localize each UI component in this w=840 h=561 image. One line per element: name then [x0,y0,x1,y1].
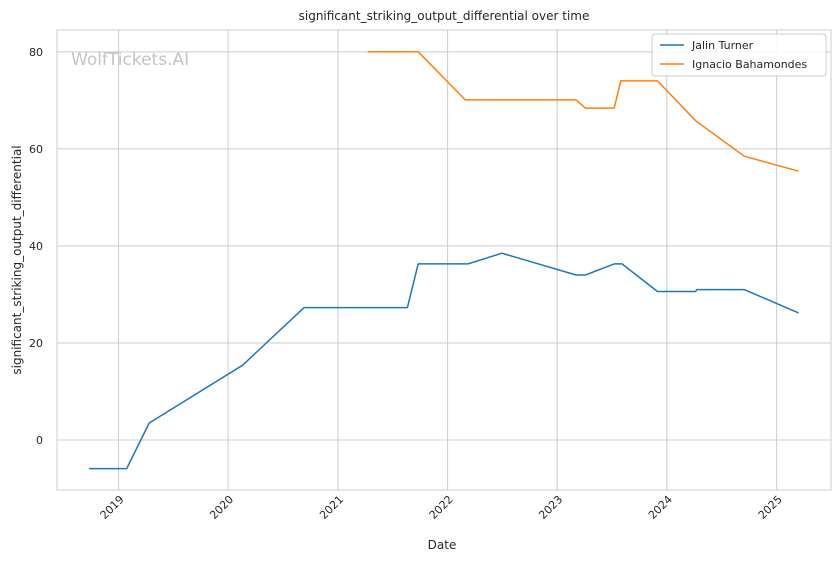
y-axis: 0 20 40 60 80 [29,46,43,447]
series-layer [89,51,799,470]
series-line-ignacio-bahamondes [367,51,799,172]
plot-frame [56,29,832,491]
y-tick-label: 40 [29,240,43,253]
chart-title: significant_striking_output_differential… [299,9,590,23]
y-axis-label: significant_striking_output_differential [10,145,24,374]
series-line-jalin-turner [89,252,799,470]
legend-label-ignacio-bahamondes: Ignacio Bahamondes [692,58,807,71]
y-tick-label: 80 [29,46,43,59]
x-axis-label: Date [428,538,457,552]
watermark: WolfTickets.AI [71,50,189,70]
legend-label-jalin-turner: Jalin Turner [691,39,754,52]
legend: Jalin Turner Ignacio Bahamondes [651,33,827,77]
plot-background [57,30,831,490]
legend-box [651,33,827,77]
x-axis: 2019 2020 2021 2022 2023 2024 2025 [98,493,785,522]
grid [57,30,831,490]
y-tick-label: 0 [36,434,43,447]
y-tick-label: 20 [29,337,43,350]
x-tick-label: 2019 [98,493,127,522]
y-tick-label: 60 [29,143,43,156]
x-tick-label: 2020 [207,493,236,522]
x-tick-label: 2022 [427,493,456,522]
x-tick-label: 2025 [756,493,785,522]
x-tick-label: 2024 [646,493,675,522]
x-tick-label: 2023 [536,493,565,522]
x-tick-label: 2021 [317,493,346,522]
